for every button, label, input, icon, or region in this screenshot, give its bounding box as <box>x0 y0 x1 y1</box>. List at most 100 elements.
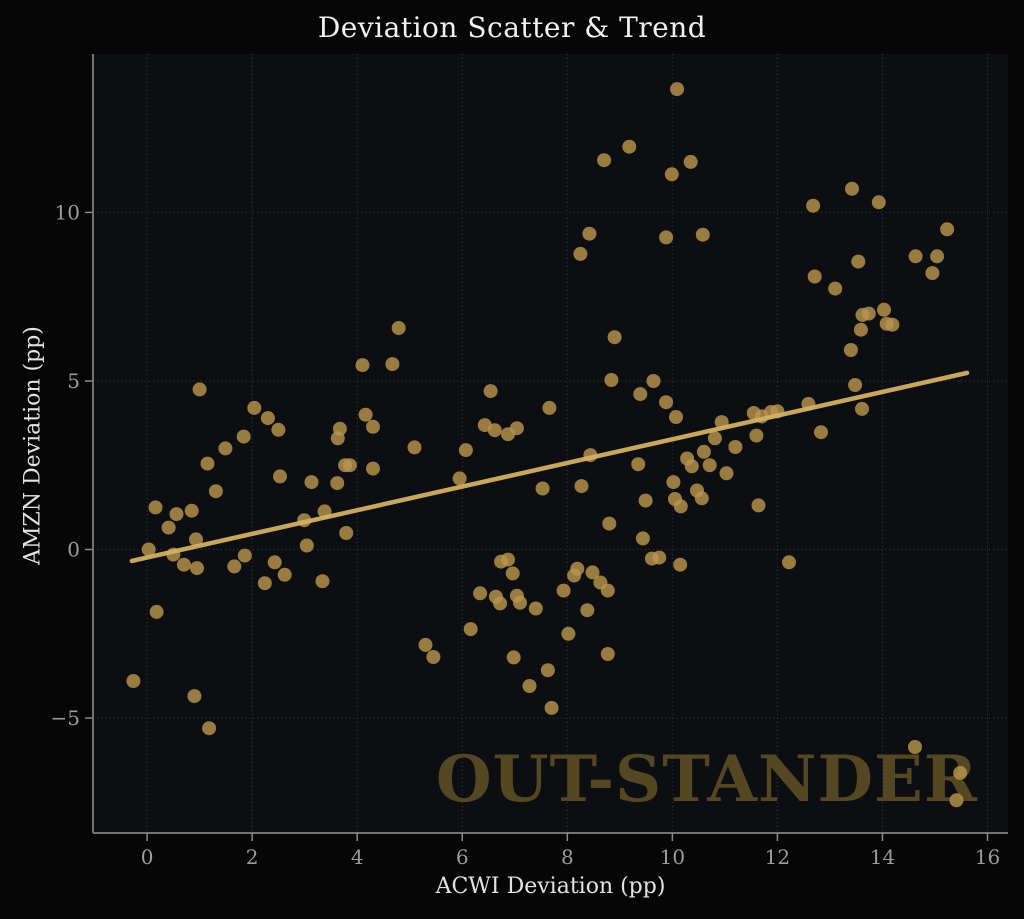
scatter-point <box>949 793 964 808</box>
scatter-point <box>683 154 698 169</box>
scatter-point <box>463 622 478 637</box>
scatter-point <box>483 384 498 399</box>
scatter-point <box>659 395 674 410</box>
scatter-point <box>418 637 433 652</box>
scatter-point <box>843 343 858 357</box>
scatter-point <box>585 565 600 580</box>
scatter-point <box>342 458 357 473</box>
scatter-point <box>304 475 319 490</box>
scatter-point <box>845 181 859 196</box>
scatter-point <box>355 358 370 373</box>
y-axis-label: AMZN Deviation (pp) <box>20 326 46 565</box>
x-axis-label: ACWI Deviation (pp) <box>435 874 666 899</box>
scatter-point <box>299 538 314 553</box>
scatter-point <box>635 531 650 546</box>
chart-title: Deviation Scatter & Trend <box>317 11 707 44</box>
scatter-point <box>828 281 843 296</box>
scatter-point <box>366 461 380 476</box>
scatter-point <box>330 476 345 491</box>
scatter-point <box>237 548 252 563</box>
scatter-point <box>426 650 441 664</box>
scatter-point <box>885 317 900 332</box>
scatter-point <box>633 387 648 402</box>
scatter-point <box>358 407 373 422</box>
scatter-point <box>315 574 330 589</box>
scatter-point <box>673 557 688 572</box>
scatter-point <box>540 663 555 678</box>
x-tick-label: 0 <box>141 845 154 869</box>
scatter-point <box>556 583 571 598</box>
scatter-point <box>190 561 204 576</box>
scatter-point <box>458 443 473 458</box>
scatter-point <box>749 428 764 443</box>
scatter-point <box>176 557 191 572</box>
scatter-point <box>544 700 559 715</box>
scatter-point <box>192 382 207 397</box>
scatter-point <box>782 555 796 570</box>
scatter-point <box>597 153 612 168</box>
scatter-point <box>582 226 597 241</box>
y-tick-label: 0 <box>67 538 80 562</box>
y-tick-label: −5 <box>51 706 80 730</box>
scatter-point <box>728 440 743 454</box>
scatter-point <box>622 139 637 154</box>
scatter-point <box>391 321 406 335</box>
scatter-point <box>149 604 164 619</box>
scatter-point <box>200 456 215 471</box>
scatter-point <box>669 410 683 424</box>
y-tick-label: 10 <box>55 200 80 224</box>
scatter-point <box>528 601 543 616</box>
scatter-point <box>452 471 467 486</box>
x-tick-label: 4 <box>351 845 364 869</box>
scatter-point <box>208 484 223 499</box>
scatter-point <box>513 595 527 610</box>
scatter-point <box>542 400 557 415</box>
scatter-point <box>247 400 262 415</box>
scatter-point <box>366 419 380 434</box>
scatter-point <box>487 423 502 438</box>
scatter-point <box>126 674 141 688</box>
scatter-point <box>638 493 653 508</box>
scatter-point <box>573 246 588 261</box>
scatter-point <box>631 457 646 472</box>
scatter-point <box>602 516 617 531</box>
scatter-point <box>506 650 521 665</box>
scatter-point <box>187 689 202 704</box>
scatter-point <box>695 227 710 242</box>
scatter-point <box>930 249 945 264</box>
x-tick-label: 6 <box>456 845 469 869</box>
scatter-point <box>236 429 251 444</box>
scatter-point <box>696 444 711 459</box>
scatter-point <box>719 466 734 481</box>
x-tick-label: 16 <box>975 845 1000 869</box>
x-tick-label: 8 <box>561 845 574 869</box>
scatter-point <box>940 222 955 237</box>
scatter-point <box>580 603 595 618</box>
scatter-point <box>600 583 615 598</box>
scatter-point <box>853 322 868 337</box>
scatter-point <box>267 555 282 570</box>
scatter-point <box>807 269 822 284</box>
scatter-point <box>908 249 923 264</box>
trend-line <box>129 370 970 564</box>
scatter-point <box>855 401 869 416</box>
scatter-point <box>652 550 667 565</box>
scatter-point <box>339 526 354 540</box>
scatter-point <box>877 302 891 317</box>
scatter-point <box>659 230 674 245</box>
y-tick-label: 5 <box>67 369 80 393</box>
scatter-point <box>604 373 619 387</box>
scatter-point <box>505 566 520 581</box>
scatter-point <box>493 596 508 611</box>
scatter-point <box>509 421 524 436</box>
scatter-point <box>385 357 400 372</box>
scatter-point <box>861 306 876 321</box>
scatter-point <box>161 520 176 535</box>
scatter-point <box>189 532 203 547</box>
scatter-point <box>707 431 722 446</box>
scatter-point <box>561 626 576 641</box>
scatter-point <box>277 567 292 582</box>
scatter-point <box>473 586 488 601</box>
scatter-point <box>953 766 968 780</box>
